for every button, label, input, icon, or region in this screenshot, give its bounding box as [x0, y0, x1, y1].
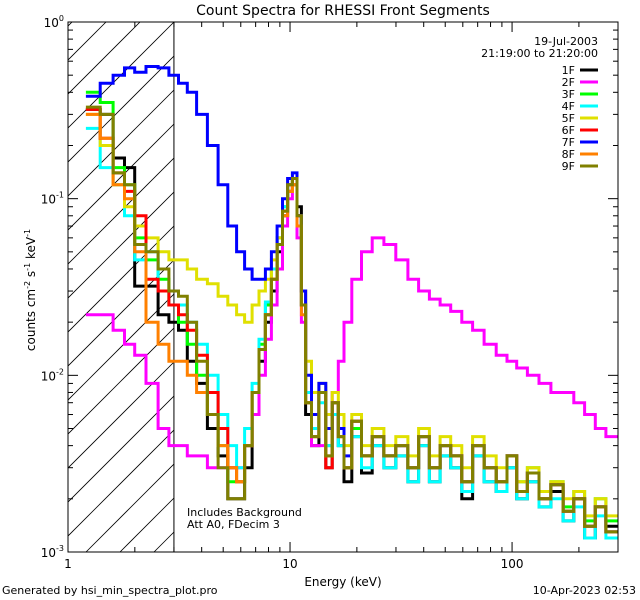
legend-label-8F: 8F [562, 148, 575, 161]
y-label-exp-2: -1 [23, 263, 32, 271]
series-layer [85, 65, 618, 540]
y-label-exp-3: -1 [23, 229, 32, 237]
hatch-line [68, 22, 175, 129]
legend-label-2F: 2F [562, 76, 575, 89]
y-label-exp-1: -2 [23, 281, 32, 289]
y-tick-label: 100 [44, 14, 64, 30]
legend-label-1F: 1F [562, 64, 575, 77]
y-axis-label: counts cm-2 s-1 keV-1 [23, 229, 38, 351]
footer-timestamp: 10-Apr-2023 02:53 [533, 584, 636, 597]
legend-label-3F: 3F [562, 88, 575, 101]
legend-label-4F: 4F [562, 100, 575, 113]
hatch-line [68, 22, 209, 163]
plot-frame [67, 21, 619, 553]
chart-title: Count Spectra for RHESSI Front Segments [196, 3, 490, 19]
legend-label-6F: 6F [562, 124, 575, 137]
x-axis-label: Energy (keV) [304, 575, 381, 589]
x-tick-label: 10 [282, 557, 297, 571]
footer-generated-by: Generated by hsi_min_spectra_plot.pro [2, 584, 218, 597]
hatch-line [68, 22, 73, 27]
hatch-cover [173, 22, 618, 552]
legend-label-5F: 5F [562, 112, 575, 125]
axes-layer: 1 10 100 10-3 10-2 10-1 100 [41, 14, 619, 571]
date-label: 19-Jul-2003 [534, 35, 598, 48]
annotation-background: Includes Background [187, 506, 302, 519]
y-label-part-2: s [24, 271, 38, 281]
y-tick-label: 10-1 [41, 191, 64, 207]
hatch-line [68, 22, 141, 95]
y-label-part-1: counts cm [24, 289, 38, 351]
legend-label-7F: 7F [562, 136, 575, 149]
legend-label-9F: 9F [562, 160, 575, 173]
x-tick-label: 1 [64, 557, 72, 571]
y-label-part-3: keV [24, 236, 38, 263]
time-range-label: 21:19:00 to 21:20:00 [481, 47, 598, 60]
x-tick-label: 100 [501, 557, 524, 571]
series-9F [85, 105, 618, 534]
y-tick-label: 10-3 [41, 544, 64, 560]
annotation-attenuator: Att A0, FDecim 3 [187, 518, 280, 531]
y-tick-label: 10-2 [41, 367, 64, 383]
hatched-excluded-region [68, 22, 618, 552]
